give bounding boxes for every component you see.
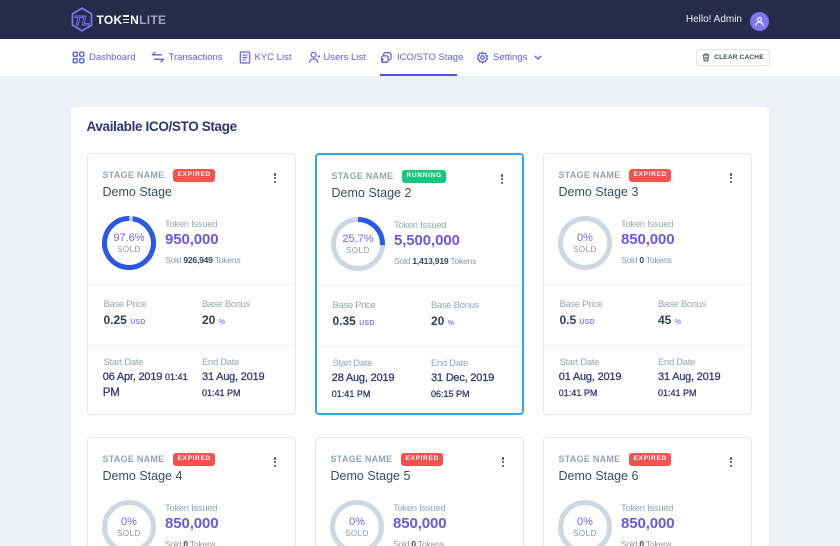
svg-text:TL: TL xyxy=(74,13,90,28)
